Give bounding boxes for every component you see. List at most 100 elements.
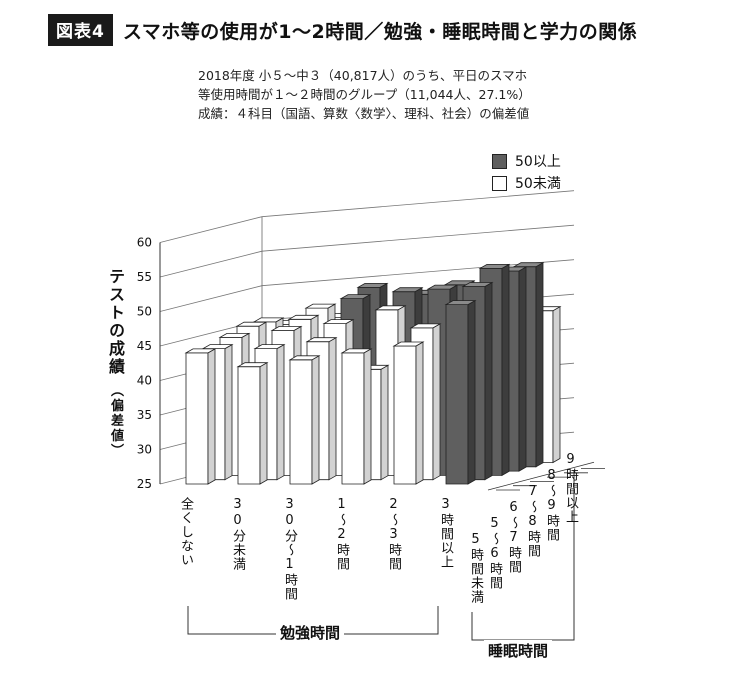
bar-top xyxy=(288,355,321,361)
legend-swatch-high xyxy=(492,153,507,169)
bar-top xyxy=(184,348,217,354)
bar-side xyxy=(484,281,493,481)
bar-side xyxy=(535,262,544,468)
bar-top xyxy=(270,326,303,331)
legend-label-high: 50以上 xyxy=(515,154,561,170)
chart-bars xyxy=(184,262,562,485)
y-tick-label: 50 xyxy=(137,305,152,319)
x-category-label: 2～3時間 xyxy=(386,497,401,571)
bar-side xyxy=(501,263,510,477)
y-tick-label: 55 xyxy=(137,270,152,284)
y-tick-label: 40 xyxy=(137,374,152,388)
figure-header: 図表4 スマホ等の使用が1～2時間／勉強・睡眠時間と学力の関係 xyxy=(48,14,637,46)
z-category-label: 6～7時間 xyxy=(506,500,521,574)
bar-side xyxy=(415,341,424,485)
y-axis-title-main: テストの成績 xyxy=(106,268,125,376)
bar-top xyxy=(391,287,424,293)
bar xyxy=(340,348,373,485)
back-gridline xyxy=(261,190,575,218)
x-axis-title: 勉強時間 xyxy=(276,622,345,643)
bar-top xyxy=(478,263,511,269)
z-category-label: 8～9時間 xyxy=(544,468,559,542)
bar-side xyxy=(224,343,233,481)
figure-tag: 図表4 xyxy=(48,14,113,46)
bar-front xyxy=(445,304,469,485)
bar-front xyxy=(289,359,313,485)
side-gridline xyxy=(159,285,263,312)
y-axis-title-unit: （偏差値） xyxy=(108,383,123,459)
bar-side xyxy=(276,343,285,481)
bar-top xyxy=(512,262,545,268)
bar-top xyxy=(253,344,286,350)
bar-top xyxy=(356,282,389,288)
y-tick-label: 35 xyxy=(137,408,152,422)
x-category-label: 1～2時間 xyxy=(334,497,349,571)
bar xyxy=(392,341,425,485)
bar xyxy=(288,355,321,485)
bar xyxy=(184,348,217,485)
bar-top xyxy=(252,317,285,323)
bar-top xyxy=(461,282,494,287)
figure-notes: 2018年度 小５～中３（40,817人）のうち、平日のスマホ 等使用時間が１～… xyxy=(198,66,531,123)
bar-top xyxy=(287,314,320,320)
bar-side xyxy=(259,362,268,485)
bar-top xyxy=(201,344,234,350)
legend-label-low: 50未満 xyxy=(515,176,561,192)
bar-front xyxy=(393,345,417,485)
y-tick-label: 60 xyxy=(137,236,152,250)
note-line: 等使用時間が１～２時間のグループ（11,044人、27.1%） xyxy=(198,87,531,102)
bar-top xyxy=(443,280,476,286)
bar-top xyxy=(426,284,459,290)
bar-side xyxy=(467,299,476,485)
bar-side xyxy=(328,337,337,481)
bar-front xyxy=(237,366,261,485)
bar-top xyxy=(235,321,268,327)
bar xyxy=(236,362,269,485)
bar-front xyxy=(341,352,365,485)
z-axis-title: 睡眠時間 xyxy=(484,640,553,661)
bar-top xyxy=(374,305,407,311)
legend-swatch-low xyxy=(492,175,507,191)
note-line: 成績：４科目（国語、算数〈数学〉、理科、社会）の偏差値 xyxy=(198,106,530,121)
x-category-label: 全くしない xyxy=(178,497,193,567)
y-tick-label: 25 xyxy=(137,477,152,491)
bar-side xyxy=(432,323,441,481)
z-category-label: 9時間以上 xyxy=(563,452,578,524)
bar-side xyxy=(363,348,372,485)
bar-top xyxy=(304,303,337,309)
z-category-label: 5時間未満 xyxy=(468,532,483,604)
figure-title: スマホ等の使用が1～2時間／勉強・睡眠時間と学力の関係 xyxy=(122,20,638,43)
bar-top xyxy=(339,294,372,300)
y-axis-title: テストの成績 （偏差値） xyxy=(106,268,125,459)
x-category-label: 3時間以上 xyxy=(438,497,453,569)
bar-top xyxy=(444,300,477,306)
bar xyxy=(444,299,477,485)
bar-top xyxy=(236,362,269,368)
bar-top xyxy=(305,337,338,343)
z-category-label: 5～6時間 xyxy=(487,516,502,590)
side-gridline xyxy=(159,250,263,278)
bar-top xyxy=(340,348,373,354)
y-tick-label: 45 xyxy=(137,339,152,353)
back-gridline xyxy=(261,224,575,252)
bar-top xyxy=(409,323,442,329)
x-category-label: 30分～1時間 xyxy=(282,497,297,601)
z-category-label: 7～8時間 xyxy=(525,484,540,558)
side-gridline xyxy=(159,216,263,243)
note-line: 2018年度 小５～中３（40,817人）のうち、平日のスマホ xyxy=(198,68,528,83)
bar-front xyxy=(185,352,209,485)
z-axis-line xyxy=(487,461,595,491)
bar-top xyxy=(392,341,425,347)
y-tick-label: 30 xyxy=(137,443,152,457)
bar-side xyxy=(552,306,561,464)
bar-side xyxy=(380,364,389,481)
bar-side xyxy=(311,355,320,485)
bar-top xyxy=(322,319,355,325)
chart-legend: 50以上 50未満 xyxy=(492,150,561,194)
legend-item-low: 50未満 xyxy=(492,172,561,194)
x-category-label: 30分未満 xyxy=(230,497,245,571)
bar-side xyxy=(518,266,527,472)
legend-item-high: 50以上 xyxy=(492,150,561,172)
bar-side xyxy=(207,348,216,485)
